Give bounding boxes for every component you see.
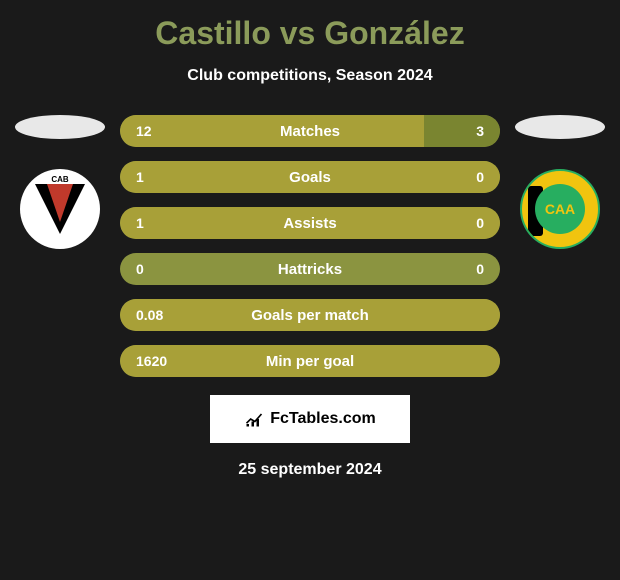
team-right-column: CAA — [510, 115, 610, 249]
stat-label: Hattricks — [120, 261, 500, 278]
subtitle: Club competitions, Season 2024 — [0, 67, 620, 85]
stat-label: Goals — [120, 169, 500, 186]
stat-right-value: 0 — [476, 261, 484, 277]
stat-label: Min per goal — [120, 353, 500, 370]
chart-icon — [244, 409, 264, 429]
stat-right-value: 0 — [476, 169, 484, 185]
shield-icon — [35, 184, 85, 234]
main-area: CAB 12Matches31Goals01Assists00Hattricks… — [0, 115, 620, 377]
brand-text: FcTables.com — [270, 410, 376, 428]
stats-column: 12Matches31Goals01Assists00Hattricks00.0… — [120, 115, 500, 377]
comparison-widget: Castillo vs González Club competitions, … — [0, 0, 620, 580]
stat-bar: 0.08Goals per match — [120, 299, 500, 331]
brand-footer[interactable]: FcTables.com — [210, 395, 410, 443]
team-right-badge-label: CAA — [535, 184, 585, 234]
player-left-ellipse — [15, 115, 105, 139]
stat-bar: 1Goals0 — [120, 161, 500, 193]
team-left-column: CAB — [10, 115, 110, 249]
page-title: Castillo vs González — [0, 15, 620, 52]
team-right-badge: CAA — [520, 169, 600, 249]
stat-bar: 1620Min per goal — [120, 345, 500, 377]
stat-right-value: 3 — [476, 123, 484, 139]
stat-label: Goals per match — [120, 307, 500, 324]
stat-bar: 12Matches3 — [120, 115, 500, 147]
stat-label: Matches — [120, 123, 500, 140]
stat-bar: 0Hattricks0 — [120, 253, 500, 285]
stat-right-value: 0 — [476, 215, 484, 231]
team-left-badge-label: CAB — [20, 175, 100, 184]
stat-label: Assists — [120, 215, 500, 232]
player-right-ellipse — [515, 115, 605, 139]
team-left-badge: CAB — [20, 169, 100, 249]
stat-bar: 1Assists0 — [120, 207, 500, 239]
date-label: 25 september 2024 — [0, 461, 620, 479]
badge-right-inner: CAA — [522, 171, 598, 247]
